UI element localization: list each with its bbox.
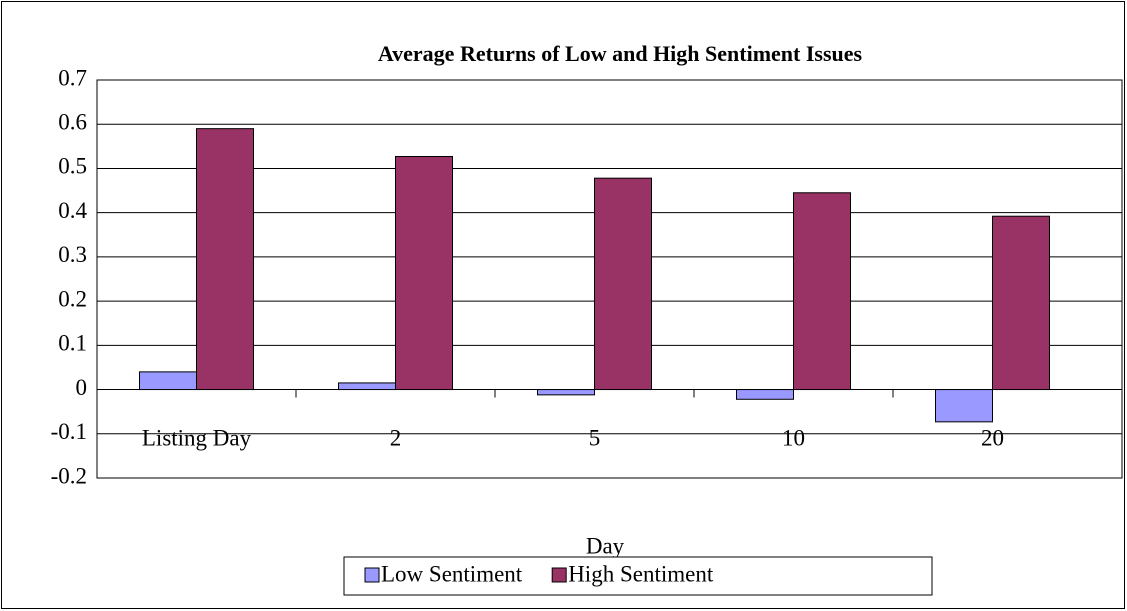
chart-title: Average Returns of Low and High Sentimen… [378,41,863,66]
y-tick-label: 0.7 [58,65,87,90]
bar [139,371,197,391]
legend-swatch [551,567,567,583]
x-tick-label: 20 [981,425,1004,450]
bar [992,215,1050,391]
x-tick-label: 5 [589,425,601,450]
y-tick-label: 0.4 [58,198,87,223]
x-tick-label: 2 [390,425,402,450]
y-tick-label: 0.3 [58,242,87,267]
bar [935,389,993,423]
y-tick-label: -0.2 [51,463,87,488]
y-tick-label: 0.2 [58,286,87,311]
bar [395,156,453,391]
y-tick-label: 0.6 [58,110,87,135]
legend-label: High Sentiment [568,561,714,586]
y-tick-label: 0.5 [58,154,87,179]
bar [196,128,254,391]
legend-label: Low Sentiment [381,561,523,586]
bar [594,177,652,391]
y-tick-label: 0.1 [58,331,87,356]
x-axis-title: Day [586,533,625,558]
bar [338,382,396,391]
x-tick-label: 10 [782,425,805,450]
legend-box [343,556,933,596]
bar [537,389,595,396]
x-tick-label: Listing Day [142,425,252,450]
y-tick-label: -0.1 [51,419,87,444]
legend-swatch [364,567,380,583]
y-tick-label: 0 [76,375,88,400]
bar [736,389,794,400]
bar [793,192,851,391]
